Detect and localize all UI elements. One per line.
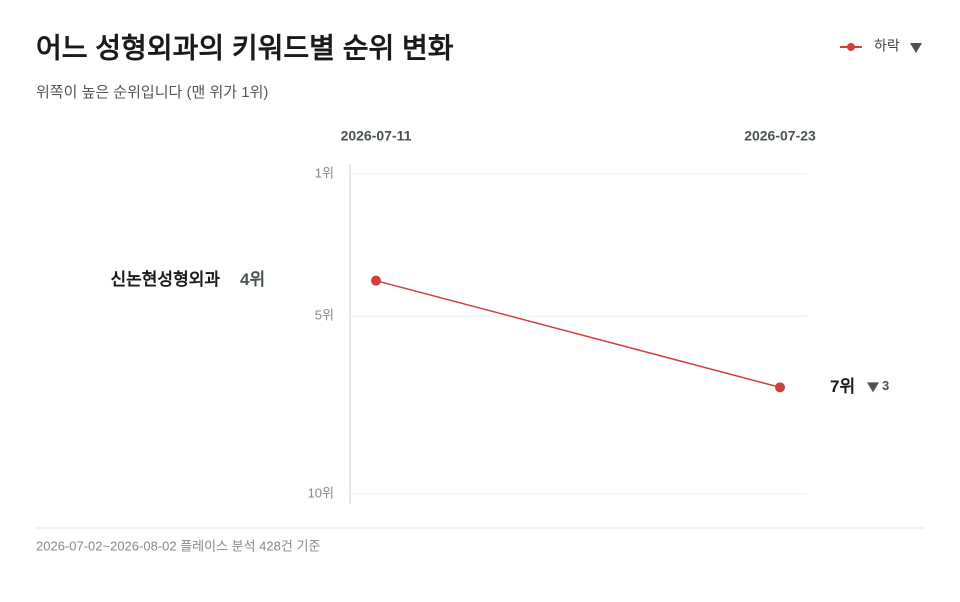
x-tick-label: 2026-07-11	[341, 128, 412, 144]
chart-subtitle: 위쪽이 높은 순위입니다 (맨 위가 1위)	[36, 84, 268, 101]
x-tick-label: 2026-07-23	[744, 128, 816, 144]
point	[371, 275, 381, 286]
legend-marker	[847, 43, 855, 51]
legend-label: 하락	[874, 38, 900, 54]
y-tick-label: 10위	[308, 485, 334, 500]
change-label: 3	[882, 378, 889, 393]
series-line	[375, 279, 781, 389]
chart-title: 어느 성형외과의 키워드별 순위 변화	[36, 32, 454, 63]
point	[775, 382, 785, 393]
change-icon	[867, 382, 879, 393]
y-tick-label: 1위	[315, 165, 334, 180]
series-name: 신논현성형외과	[111, 269, 221, 289]
end-label: 7위	[830, 377, 855, 396]
y-tick-label: 5위	[315, 308, 334, 323]
footer-note: 2026-07-02~2026-08-02 플레이스 분석 428건 기준	[36, 538, 320, 553]
legend-icon	[910, 43, 922, 53]
start-label: 4위	[240, 270, 265, 289]
